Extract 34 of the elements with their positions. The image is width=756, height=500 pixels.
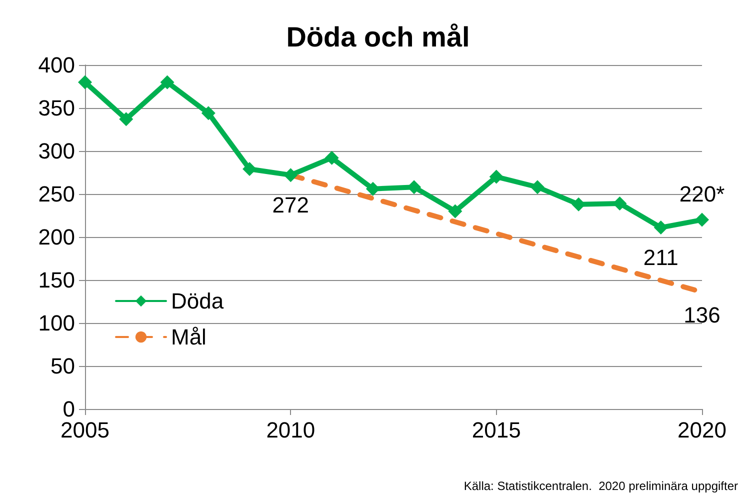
y-tick-label: 100 — [38, 310, 75, 336]
text: Källa: Statistikcentralen. 2020 preliminära uppgifter — [464, 479, 738, 493]
data-label: 220* — [679, 181, 726, 206]
point — [612, 196, 627, 210]
legend-label: Mål — [171, 324, 206, 350]
point — [448, 204, 462, 218]
point — [489, 170, 504, 184]
data-label: 211 — [643, 245, 678, 270]
point — [407, 180, 422, 194]
point — [119, 112, 134, 126]
point — [654, 220, 668, 235]
y-tick-label: 50 — [50, 354, 75, 378]
point — [284, 168, 298, 182]
point — [201, 106, 216, 120]
x-tick-label: 2020 — [678, 418, 726, 442]
point — [695, 212, 709, 227]
y-tick-label: 400 — [38, 52, 75, 78]
point — [530, 180, 544, 194]
y-tick-label: 300 — [38, 138, 75, 164]
x-tick-label: 2015 — [472, 418, 521, 442]
y-tick-label: 250 — [38, 182, 75, 206]
y-tick-label: 150 — [38, 268, 75, 292]
data-label: 272 — [272, 192, 310, 218]
y-tick-label: 200 — [38, 224, 75, 250]
x-tick-label: 2010 — [266, 418, 316, 442]
point — [324, 150, 339, 165]
point — [366, 182, 380, 196]
y-tick-label: 350 — [38, 96, 75, 120]
point — [242, 162, 257, 176]
data-label: 136 — [684, 302, 720, 328]
point — [160, 75, 174, 90]
legend-label: Döda — [171, 288, 224, 314]
point — [78, 75, 92, 90]
chart-title: Döda och mål — [286, 22, 470, 52]
